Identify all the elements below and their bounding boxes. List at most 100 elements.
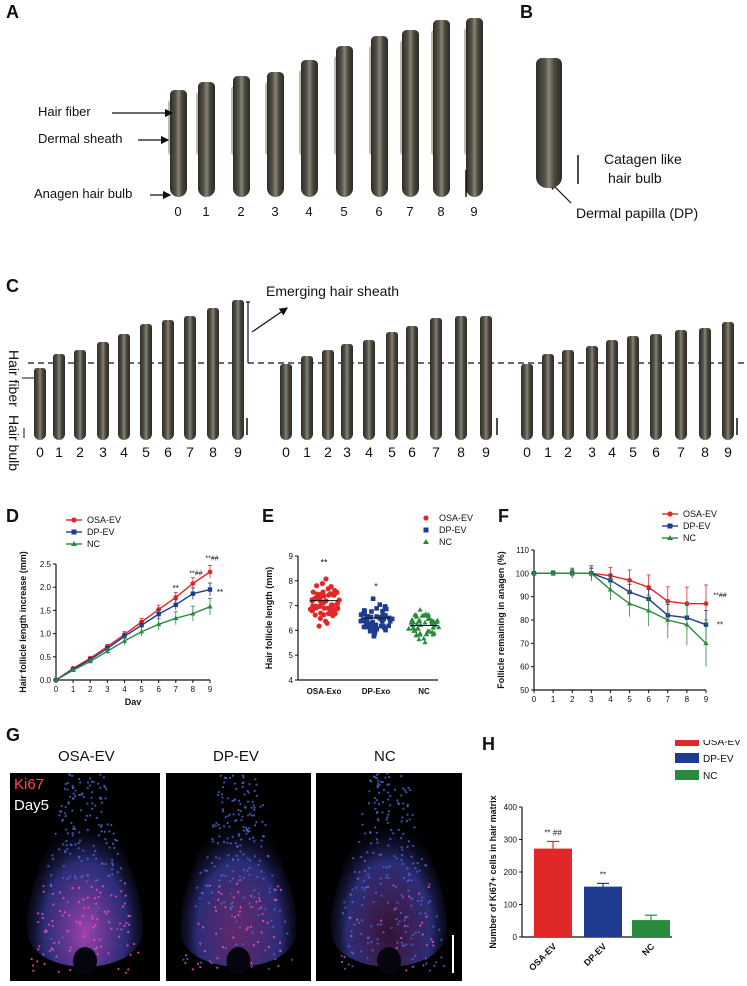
cell-dot [380,923,383,926]
x-tick-label: 9 [208,685,213,694]
cell-dot [226,797,230,800]
cell-dot [429,899,432,903]
x-tick-label: NC [418,687,430,696]
cell-dot [99,786,102,789]
legend-label: DP-EV [439,525,467,535]
cell-dot [72,827,75,830]
cell-dot [400,858,403,862]
cell-dot [52,903,55,906]
cell-dot [82,795,85,799]
cell-dot [235,920,238,924]
cell-dot [283,920,287,923]
legend-swatch [675,770,699,780]
cell-dot [217,823,220,826]
point-nc [430,631,436,637]
cell-dot [104,838,107,841]
cell-dot [231,905,234,908]
point-nc [411,628,417,633]
label-hair-bulb-b: hair bulb [608,170,662,186]
cell-dot [222,825,226,828]
cell-dot [97,895,100,899]
cell-dot [54,832,57,835]
cell-dot [399,911,403,915]
cell-dot [377,819,380,822]
cell-dot [66,781,70,785]
cell-dot [411,813,414,817]
cell-dot [77,886,81,889]
cell-dot [248,783,251,786]
cell-dot [218,857,221,860]
cell-dot [432,944,435,947]
panel-c-follicle [722,322,734,440]
cell-dot [382,931,385,934]
cell-dot [84,818,87,822]
panel-c-day-label: 9 [234,444,242,460]
cell-dot [212,823,215,827]
cell-dot [111,868,114,871]
cell-dot [94,924,97,927]
cell-dot [58,848,61,851]
series-line-DP-EV [55,588,211,681]
cell-dot [94,902,98,905]
panel-a-day-label: 6 [375,204,383,219]
panel-c-follicle [232,300,244,440]
cell-dot [403,924,406,928]
point-DP-EV [173,602,178,608]
annotation: ** [173,584,179,593]
cell-dot [123,924,126,927]
cell-dot [419,912,422,915]
x-tick-label: 3 [589,695,594,704]
cell-dot [218,827,221,830]
cell-dot [210,891,214,894]
cell-dot [48,949,51,953]
x-tick-label: 8 [191,685,196,694]
cell-dot [94,879,97,883]
cell-dot [431,940,435,943]
dermal-papilla [73,947,97,975]
cell-dot [351,888,354,891]
cell-dot [259,859,262,862]
cell-dot [381,811,384,814]
cell-dot [210,961,213,964]
point-osa [332,587,338,594]
point-NC [70,667,76,673]
panel-letter-f: F [498,506,509,526]
cell-dot [95,946,98,949]
cell-dot [375,831,378,834]
cell-dot [343,955,346,959]
cell-dot [91,807,94,810]
cell-dot [71,831,74,835]
cell-dot [242,776,245,779]
point-nc [428,618,435,624]
legend-marker [71,517,77,523]
panel-c-day-label: 6 [652,444,660,460]
cell-dot [80,859,83,863]
cell-dot [252,804,255,807]
cell-dot [406,867,409,870]
cell-dot [103,830,106,833]
cell-dot [206,856,209,859]
cell-dot [74,877,77,880]
cell-dot [104,785,107,789]
cell-dot [378,783,381,787]
cell-dot [382,865,385,869]
cell-dot [370,925,373,928]
cell-dot [221,808,225,811]
cell-dot [253,896,256,899]
cell-dot [93,896,97,900]
micrograph-nc [316,773,462,981]
cell-dot [392,832,395,835]
cell-dot [216,793,219,797]
point-OSA-EV [646,584,652,590]
cell-dot [422,964,425,967]
point-DP-EV [156,611,161,617]
legend-label: DP-EV [703,754,734,765]
cell-dot [213,865,216,868]
series-line-DP-EV [534,572,707,626]
scale-bar [452,935,454,973]
cell-dot [427,886,430,889]
cell-dot [244,806,247,809]
cell-dot [387,813,390,816]
x-tick-label: 0 [532,695,537,704]
